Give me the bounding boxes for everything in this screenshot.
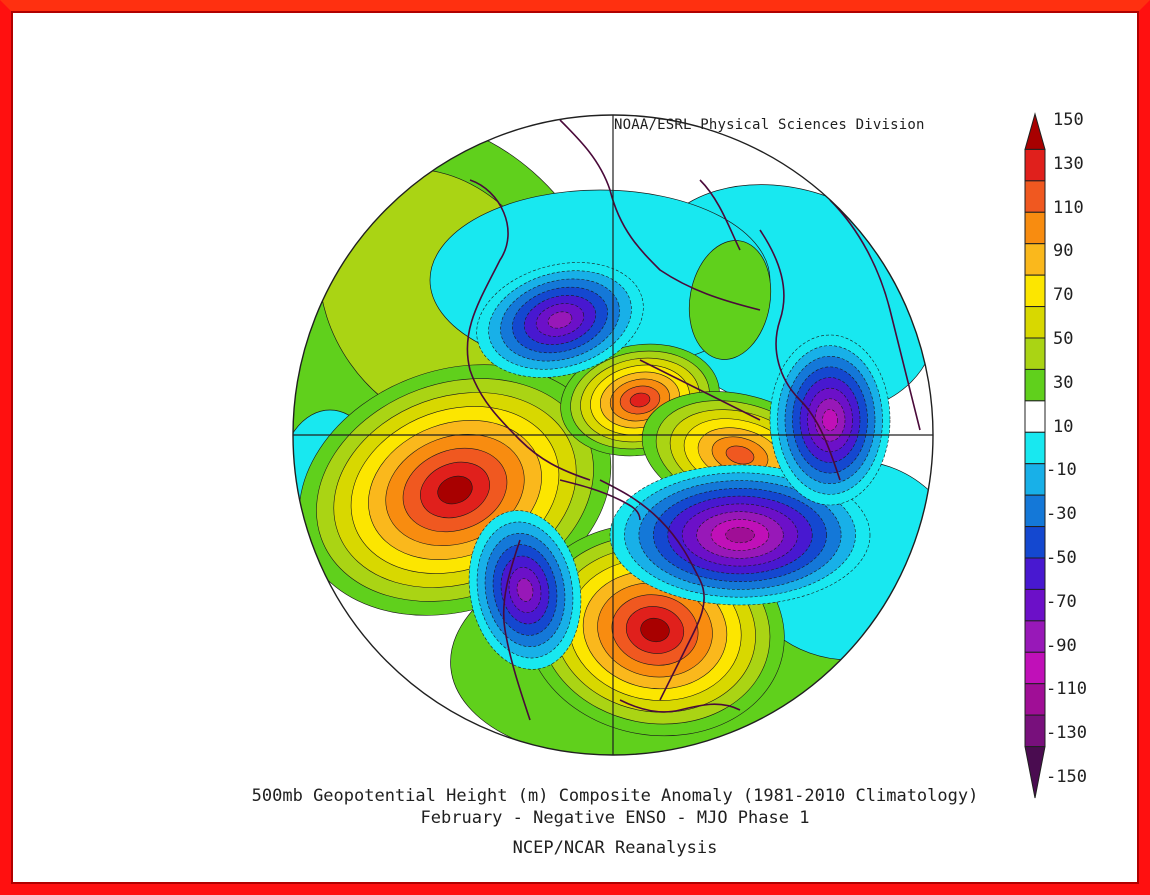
caption-source: NCEP/NCAR Reanalysis	[512, 838, 718, 858]
credit-text: NOAA/ESRL Physical Sciences Division	[614, 117, 925, 133]
anomaly-field	[293, 116, 933, 755]
colorbar-label: 50	[1053, 329, 1074, 349]
colorbar-label: -150	[1046, 767, 1087, 787]
colorbar-segment	[1024, 243, 1046, 276]
colorbar-label: 130	[1053, 153, 1084, 174]
caption-title: 500mb Geopotential Height (m) Composite …	[251, 786, 979, 806]
colorbar-segment	[1024, 368, 1046, 402]
coastline	[559, 119, 761, 311]
colorbar-label: 70	[1053, 285, 1074, 306]
coastlines	[466, 119, 921, 721]
colorbar-segment	[1024, 714, 1046, 748]
colorbar-label: 150	[1053, 110, 1084, 130]
colorbar-segment	[1024, 620, 1046, 653]
colorbar-label: 30	[1053, 372, 1074, 393]
colorbar-segment	[1024, 588, 1046, 622]
coastline	[619, 699, 741, 713]
coastline	[829, 199, 921, 431]
colorbar	[1024, 112, 1046, 799]
colorbar-segment	[1024, 274, 1046, 308]
colorbar-segment	[1024, 526, 1046, 559]
coastline	[699, 179, 741, 251]
colorbar-label: -90	[1046, 635, 1077, 656]
colorbar-label: -30	[1046, 504, 1077, 525]
colorbar-segment	[1024, 400, 1046, 433]
anomaly-contour-western-china-trough	[822, 409, 838, 431]
inner-frame	[11, 11, 1139, 884]
colorbar-segment	[1024, 557, 1046, 590]
anomaly-contour-north-pacific-ridge	[437, 475, 473, 505]
colorbar-segment	[1024, 463, 1046, 496]
anomaly-contour-scandinavia-europe-trough	[725, 526, 755, 544]
colorbar-segment	[1024, 306, 1046, 339]
coastline	[599, 479, 705, 701]
anomaly-contour-eastern-us-ridge	[640, 617, 670, 643]
colorbar-bottom-arrow	[1024, 746, 1046, 799]
colorbar-segment	[1024, 494, 1046, 528]
colorbar-label: -110	[1046, 679, 1087, 700]
colorbar-segment	[1024, 651, 1046, 685]
colorbar-segment	[1024, 180, 1046, 213]
colorbar-label: 10	[1053, 416, 1074, 437]
coastline	[466, 179, 591, 481]
anomaly-contour-north-atlantic-trough	[547, 311, 573, 329]
coastline	[639, 359, 761, 421]
anomaly-zone	[688, 240, 772, 360]
colorbar-label: -50	[1046, 548, 1077, 568]
colorbar-segment	[1024, 337, 1046, 370]
map-disc	[293, 115, 933, 755]
caption-subtitle: February - Negative ENSO - MJO Phase 1	[420, 808, 810, 828]
colorbar-segment	[1024, 148, 1046, 182]
colorbar-label: 90	[1053, 241, 1074, 262]
coastline	[759, 229, 841, 481]
coastline	[502, 539, 531, 721]
anomaly-contour-siberia-ridge	[629, 392, 651, 408]
colorbar-label: -70	[1046, 591, 1077, 612]
colorbar-segment	[1024, 683, 1046, 716]
colorbar-label: 110	[1053, 197, 1084, 218]
colorbar-segment	[1024, 431, 1046, 465]
graticule	[293, 115, 933, 755]
colorbar-label: -10	[1046, 460, 1077, 481]
colorbar-label: -130	[1046, 723, 1087, 744]
anomaly-contour-western-north-america-trough	[516, 578, 534, 602]
colorbar-top-arrow	[1024, 112, 1046, 150]
map-outline	[292, 114, 934, 756]
coastline	[559, 479, 641, 521]
anomaly-contour-east-asia-ridge	[725, 445, 755, 465]
colorbar-segment	[1024, 211, 1046, 245]
